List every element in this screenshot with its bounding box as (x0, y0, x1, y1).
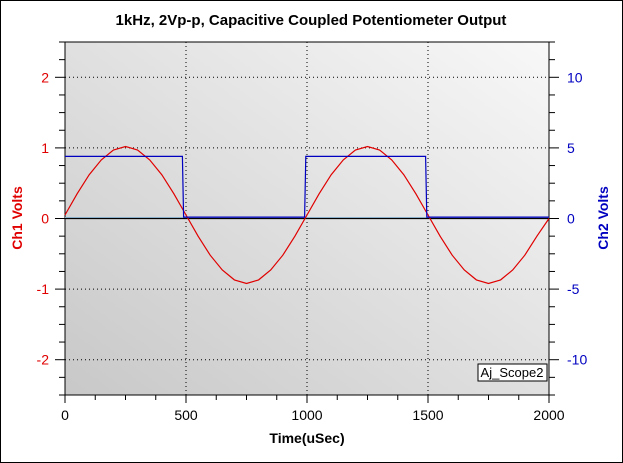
y-tick-label: 2 (41, 69, 49, 85)
y2-tick-label: 5 (567, 140, 575, 156)
y-axis-label: Ch1 Volts (9, 186, 25, 250)
x-tick-label: 2000 (533, 407, 564, 423)
y2-axis-label: Ch2 Volts (595, 186, 611, 250)
y-tick-label: -1 (37, 281, 50, 297)
y-tick-label: -2 (37, 352, 50, 368)
y2-tick-label: -10 (567, 352, 587, 368)
x-tick-label: 1500 (412, 407, 443, 423)
x-tick-label: 1000 (291, 407, 322, 423)
x-tick-label: 0 (61, 407, 69, 423)
y2-tick-label: 0 (567, 211, 575, 227)
x-axis-label: Time(uSec) (269, 430, 344, 446)
y-tick-label: 0 (41, 211, 49, 227)
ch2-series-line (65, 155, 549, 218)
chart-title: 1kHz, 2Vp-p, Capacitive Coupled Potentio… (116, 12, 507, 29)
x-tick-label: 500 (174, 407, 198, 423)
annotation-label: Aj_Scope2 (481, 365, 544, 380)
y2-tick-label: -5 (567, 281, 580, 297)
annotation-box (477, 363, 548, 382)
y-tick-label: 1 (41, 140, 49, 156)
y2-tick-label: 10 (567, 69, 583, 85)
